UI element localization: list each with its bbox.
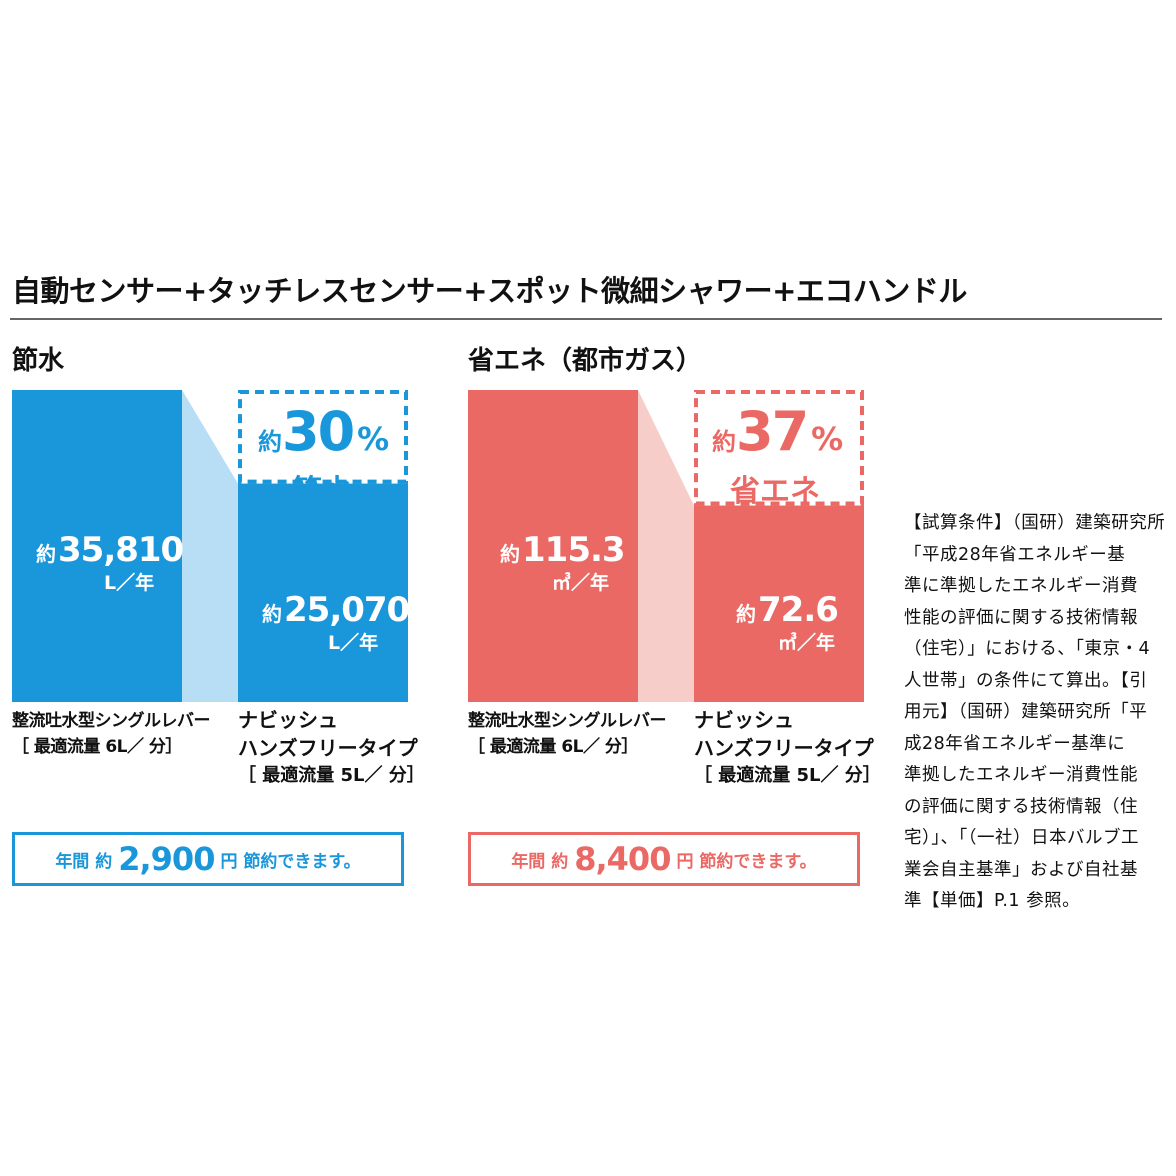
calculation-note: 【試算条件】（国研）建築研究所 「平成28年省エネルギー基 準に準拠したエネルギー消… — [904, 508, 1174, 918]
note-line: 準【単価】P.1 参照。 — [904, 891, 1081, 911]
water-unit-after: L／年 — [328, 632, 379, 654]
energy-unit-after: ㎥／年 — [778, 632, 836, 654]
water-connector — [182, 390, 238, 702]
energy-unit-before: ㎥／年 — [552, 572, 610, 594]
note-line: 性能の評価に関する技術情報 — [904, 607, 1138, 628]
note-line: 「平成28年省エネルギー基 — [904, 544, 1126, 565]
page-headline: 自動センサー+タッチレスセンサー+スポット微細シャワー+エコハンドル — [12, 274, 967, 308]
water-savings-box: 年間 約 2,900 円 節約できます。 — [12, 832, 404, 886]
water-bar-before — [12, 390, 182, 702]
note-line: の評価に関する技術情報（住 — [904, 796, 1138, 817]
water-unit-before: L／年 — [104, 572, 155, 594]
energy-connector — [638, 390, 694, 702]
header-divider — [10, 318, 1162, 320]
energy-label-after: ナビッシュ ハンズフリータイプ ［ 最適流量 5L／ 分］ — [694, 708, 881, 786]
energy-savings-box: 年間 約 8,400 円 節約できます。 — [468, 832, 860, 886]
energy-bar-before — [468, 390, 638, 702]
water-value-before: 約35,810 — [36, 530, 184, 570]
water-label-before: 整流吐水型シングルレバー ［ 最適流量 6L／ 分］ — [12, 711, 211, 757]
note-line: 宅）」、「（一社）日本バルブ工 — [904, 828, 1139, 848]
water-bar-after — [238, 483, 408, 702]
energy-bar-after — [694, 505, 864, 702]
water-reduction-frame — [238, 390, 408, 484]
note-line: 人世帯」の条件にて算出。【引 — [904, 670, 1148, 691]
note-line: 準に準拠したエネルギー消費 — [904, 576, 1138, 596]
water-label-after: ナビッシュ ハンズフリータイプ ［ 最適流量 5L／ 分］ — [238, 708, 425, 786]
energy-reduction-frame — [694, 390, 864, 506]
energy-value-after: 約72.6 — [736, 590, 839, 630]
note-line: 準拠したエネルギー消費性能 — [904, 765, 1138, 785]
note-line: 用元】（国研）建築研究所「平 — [904, 702, 1148, 722]
energy-value-before: 約115.3 — [500, 530, 626, 570]
water-reduction-word: 節水 — [292, 474, 352, 509]
energy-label-before: 整流吐水型シングルレバー ［ 最適流量 6L／ 分］ — [468, 711, 667, 757]
note-line: 【試算条件】（国研）建築研究所 — [904, 513, 1166, 533]
water-value-after: 約25,070 — [262, 590, 410, 630]
note-line: 業会自主基準」および自社基 — [904, 859, 1138, 880]
energy-reduction-word: 省エネ — [730, 474, 820, 509]
energy-reduction-percent: 約37% — [712, 400, 844, 463]
water-reduction-percent: 約30% — [258, 400, 390, 463]
energy-chart-title: 省エネ（都市ガス） — [468, 346, 703, 376]
note-line: 成28年省エネルギー基準に — [904, 733, 1126, 754]
water-chart-title: 節水 — [12, 346, 65, 376]
note-line: （住宅）」における、「東京・4 — [904, 639, 1151, 659]
